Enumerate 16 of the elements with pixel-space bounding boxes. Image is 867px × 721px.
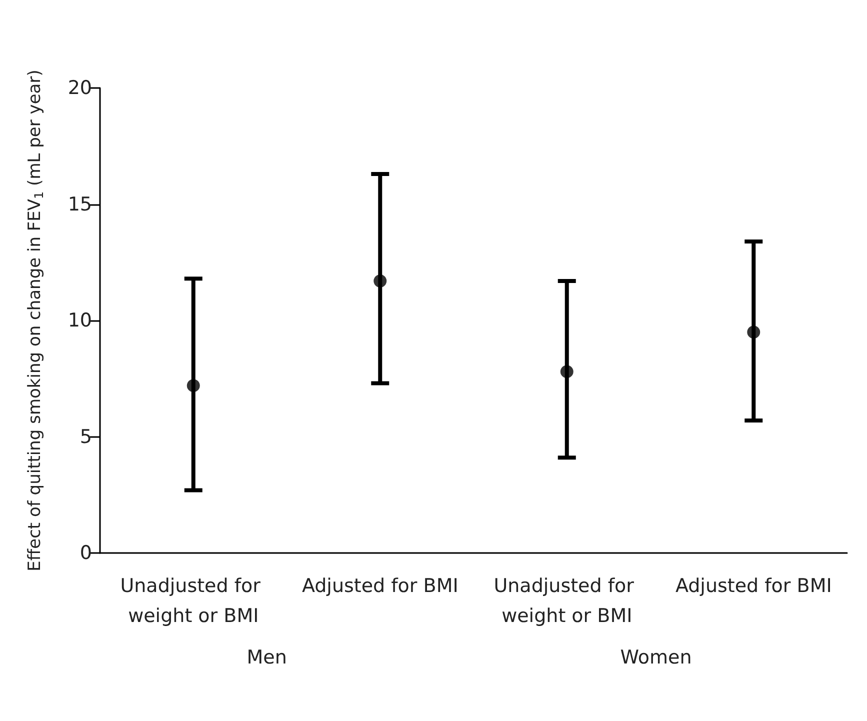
y-axis-title: Effect of quitting smoking on change in FEV1 (mL per year) (25, 70, 46, 572)
y-tick-label: 10 (68, 310, 92, 332)
x-tick-label: Unadjusted for weight or BMI (120, 575, 267, 627)
y-tick-label: 5 (80, 426, 92, 448)
y-tick-label: 0 (80, 542, 92, 564)
point (747, 326, 760, 339)
text: Women (620, 646, 692, 668)
point (560, 365, 574, 378)
text: Men (246, 646, 287, 668)
x-tick-label: Adjusted for BMI (302, 575, 458, 597)
x-tick-label: Unadjusted for weight or BMI (494, 575, 640, 627)
point (374, 274, 387, 288)
y-tick-label: 20 (68, 77, 92, 99)
point (186, 379, 200, 392)
y-tick-label: 15 (68, 193, 92, 216)
x-tick-label: Adjusted for BMI (675, 575, 832, 597)
